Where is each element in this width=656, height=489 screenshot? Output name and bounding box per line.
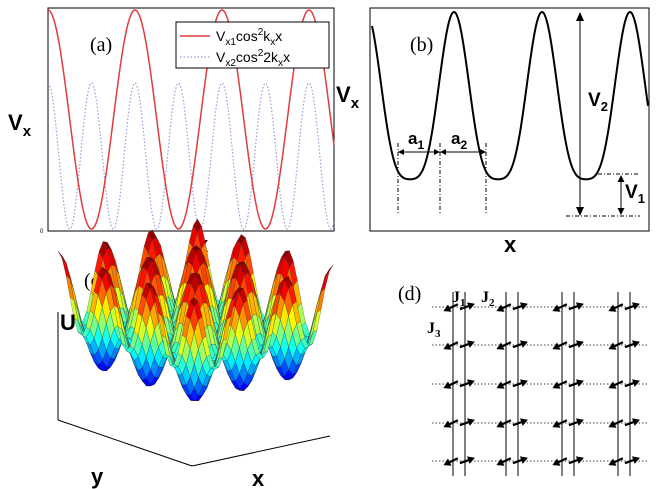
panel-b-ylabel: Vx	[336, 82, 360, 112]
curve-vx2	[47, 82, 335, 230]
a-arrowheads	[398, 149, 486, 155]
spin-arrowhead	[576, 456, 584, 464]
panel-d-label: (d)	[398, 283, 421, 305]
legend-entry-vx1: Vx1cos2kxx	[216, 27, 282, 48]
spin-arrowhead	[632, 302, 640, 310]
spin-arrowhead	[632, 456, 640, 464]
panel-c: (c) U y x	[57, 218, 334, 489]
legend-box	[175, 21, 330, 69]
spin-arrowhead	[632, 379, 640, 387]
spin-arrowhead	[443, 458, 452, 466]
spin-arrowhead	[576, 340, 584, 348]
spin-arrowhead	[467, 379, 475, 387]
spin-arrowhead	[443, 304, 452, 312]
optical-lattice-surface	[57, 218, 334, 401]
panel-c-axes	[57, 312, 331, 467]
spin-arrowhead	[496, 458, 505, 466]
spin-arrowhead	[608, 304, 617, 312]
panel-b-frame	[369, 7, 650, 232]
spin-arrowhead	[552, 458, 561, 466]
j3-label: J3	[427, 320, 441, 340]
spin-arrowhead	[608, 381, 617, 389]
superlattice-potential-curve	[371, 10, 649, 181]
v1-marker	[598, 173, 640, 215]
spin-arrowhead	[576, 418, 584, 426]
spin-arrowhead	[552, 420, 561, 428]
j2-label: J2	[481, 289, 495, 309]
spin-arrowhead	[632, 418, 640, 426]
spin-arrowhead	[520, 340, 528, 348]
spin-arrowhead	[520, 379, 528, 387]
spin-arrowhead	[552, 381, 561, 389]
spin-arrowhead	[576, 302, 584, 310]
panel-a-zero-tick: 0	[40, 229, 44, 235]
panel-c-xlabel: x	[252, 466, 265, 489]
spin-arrowhead	[443, 381, 452, 389]
spin-arrowhead	[496, 381, 505, 389]
panel-a: (a) Vx1cos2kxx Vx2cos22kxx Vx x 0	[8, 7, 335, 257]
v2-label: V2	[588, 90, 608, 114]
spin-lattice	[432, 292, 648, 476]
spin-arrowhead	[443, 342, 452, 350]
x-axis-line	[191, 435, 331, 467]
spin-arrowhead	[467, 340, 475, 348]
spin-arrowhead	[443, 420, 452, 428]
panel-a-frame	[47, 7, 335, 232]
surface-facet	[57, 251, 67, 263]
panel-a-ylabel: Vx	[8, 110, 32, 140]
y-axis-line	[57, 419, 193, 467]
panel-b: (b) Vx x a1 a2 V2 V1	[336, 7, 650, 257]
surface-facet	[189, 296, 199, 307]
panel-b-xlabel: x	[504, 232, 517, 257]
panel-d: (d) J1 J2 J3	[398, 283, 648, 476]
panel-b-label: (b)	[410, 34, 433, 56]
j1-label: J1	[452, 289, 466, 309]
surface-facet	[325, 264, 334, 276]
spin-arrowhead	[552, 342, 561, 350]
spin-arrowhead	[608, 458, 617, 466]
v1-label: V1	[625, 182, 645, 206]
spin-arrowhead	[467, 418, 475, 426]
lattice-spacing-markers	[397, 143, 487, 215]
legend-a: Vx1cos2kxx Vx2cos22kxx	[175, 21, 330, 69]
curve-vx1	[47, 9, 335, 230]
spin-arrowhead	[496, 304, 505, 312]
spin-arrowhead	[576, 379, 584, 387]
spin-arrowhead	[467, 456, 475, 464]
spin-arrowhead	[632, 340, 640, 348]
spin-arrowhead	[608, 342, 617, 350]
a1-label: a1	[408, 129, 424, 152]
legend-entry-vx2: Vx2cos22kxx	[216, 48, 290, 69]
spin-arrowhead	[467, 302, 475, 310]
surface-facet	[320, 270, 330, 292]
panel-c-ylabel: y	[91, 464, 104, 489]
spin-arrowhead	[608, 420, 617, 428]
a2-label: a2	[451, 129, 467, 152]
spin-arrowhead	[520, 456, 528, 464]
spin-arrowhead	[520, 302, 528, 310]
panel-a-label: (a)	[90, 34, 112, 56]
spin-arrowhead	[552, 304, 561, 312]
v2-marker	[566, 12, 640, 217]
panel-c-zlabel: U	[60, 310, 76, 335]
spin-arrowhead	[496, 342, 505, 350]
spin-arrowhead	[520, 418, 528, 426]
spin-arrowhead	[496, 420, 505, 428]
